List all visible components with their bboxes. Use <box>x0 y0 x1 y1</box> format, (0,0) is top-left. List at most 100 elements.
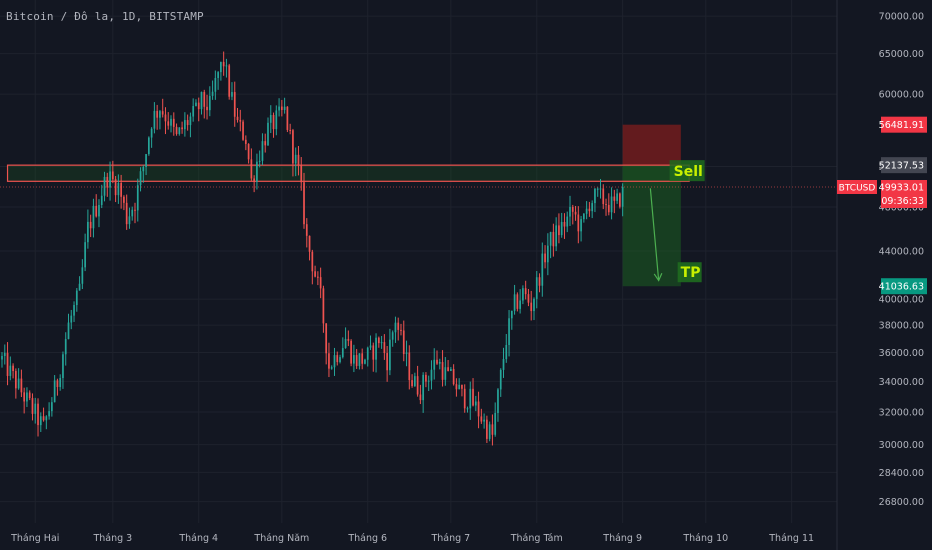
candle[interactable] <box>81 259 84 290</box>
candle[interactable] <box>358 353 361 370</box>
candle[interactable] <box>6 342 9 386</box>
candle[interactable] <box>447 360 449 372</box>
candle[interactable] <box>400 323 402 336</box>
candle[interactable] <box>134 202 136 224</box>
candle[interactable] <box>195 99 197 107</box>
candle[interactable] <box>222 51 225 76</box>
candle[interactable] <box>1 352 3 368</box>
candle[interactable] <box>499 368 502 397</box>
candle[interactable] <box>613 189 616 214</box>
candle[interactable] <box>236 107 239 123</box>
candle[interactable] <box>189 112 192 138</box>
candle[interactable] <box>563 213 566 239</box>
candle[interactable] <box>45 415 48 430</box>
candle[interactable] <box>541 242 544 297</box>
candle[interactable] <box>455 378 458 397</box>
candle[interactable] <box>242 119 244 141</box>
candle[interactable] <box>607 193 610 216</box>
candle[interactable] <box>264 133 267 153</box>
candle[interactable] <box>569 195 571 227</box>
candle[interactable] <box>62 351 64 389</box>
candle[interactable] <box>75 288 78 312</box>
candle[interactable] <box>619 192 621 209</box>
candle[interactable] <box>197 97 200 122</box>
symbol-title[interactable]: Bitcoin / Đô la, 1D, BITSTAMP <box>6 10 204 23</box>
candle[interactable] <box>533 297 535 321</box>
candle[interactable] <box>383 334 386 360</box>
candle[interactable] <box>386 346 388 382</box>
candle[interactable] <box>416 365 419 397</box>
candle[interactable] <box>156 104 159 130</box>
candle[interactable] <box>344 327 347 349</box>
candle[interactable] <box>488 421 491 442</box>
candle[interactable] <box>577 206 580 244</box>
candle[interactable] <box>9 356 12 381</box>
candle[interactable] <box>233 81 236 127</box>
candle[interactable] <box>583 212 585 223</box>
entry-tag[interactable]: 52137.53 <box>879 157 927 174</box>
candle[interactable] <box>128 207 131 229</box>
candle[interactable] <box>450 367 452 372</box>
candle[interactable] <box>419 384 422 405</box>
candle[interactable] <box>546 233 549 276</box>
candle[interactable] <box>317 271 319 286</box>
candle[interactable] <box>483 413 485 429</box>
candle[interactable] <box>516 292 519 312</box>
candle[interactable] <box>275 105 278 136</box>
candle[interactable] <box>250 148 253 181</box>
candle[interactable] <box>200 91 203 115</box>
candle[interactable] <box>131 206 134 221</box>
candle[interactable] <box>361 348 364 370</box>
candle[interactable] <box>23 387 26 414</box>
candle[interactable] <box>527 288 530 307</box>
candle[interactable] <box>502 347 505 378</box>
candle[interactable] <box>289 123 292 135</box>
candle[interactable] <box>616 188 618 204</box>
candle[interactable] <box>497 388 499 422</box>
candle[interactable] <box>535 271 538 309</box>
candle[interactable] <box>372 342 375 372</box>
candle[interactable] <box>217 71 219 90</box>
candle[interactable] <box>411 374 413 388</box>
candle[interactable] <box>150 127 153 148</box>
candle[interactable] <box>42 407 45 422</box>
candle[interactable] <box>31 393 34 421</box>
candle[interactable] <box>474 395 477 412</box>
candle[interactable] <box>170 115 172 133</box>
candle[interactable] <box>314 265 316 278</box>
candle[interactable] <box>211 80 214 100</box>
candle[interactable] <box>153 102 156 134</box>
candle[interactable] <box>566 211 569 233</box>
candle[interactable] <box>181 121 183 134</box>
candle[interactable] <box>436 350 438 365</box>
candle[interactable] <box>267 117 269 146</box>
candle[interactable] <box>244 135 247 151</box>
sell-label[interactable]: Sell <box>669 160 705 182</box>
candle[interactable] <box>253 175 255 193</box>
candle[interactable] <box>258 150 261 168</box>
candle[interactable] <box>117 174 120 204</box>
candle[interactable] <box>247 143 250 164</box>
candle[interactable] <box>92 198 95 238</box>
stop-loss-zone[interactable] <box>622 124 681 166</box>
candle[interactable] <box>70 309 73 330</box>
candle[interactable] <box>491 414 494 446</box>
candle[interactable] <box>231 82 233 101</box>
candle[interactable] <box>585 201 588 220</box>
candle[interactable] <box>103 171 106 202</box>
candle[interactable] <box>111 160 114 184</box>
candle[interactable] <box>336 351 339 366</box>
candle[interactable] <box>438 358 441 370</box>
candle[interactable] <box>549 231 552 259</box>
candle[interactable] <box>178 127 181 136</box>
candle[interactable] <box>286 106 289 133</box>
candle[interactable] <box>106 172 109 197</box>
candle[interactable] <box>413 372 416 387</box>
candle[interactable] <box>510 310 513 330</box>
candle[interactable] <box>552 223 555 257</box>
take-profit-tag[interactable]: 41036.63 <box>879 278 927 295</box>
candle[interactable] <box>375 333 377 373</box>
candle[interactable] <box>430 360 433 390</box>
candle[interactable] <box>530 290 533 321</box>
candle[interactable] <box>3 344 6 365</box>
